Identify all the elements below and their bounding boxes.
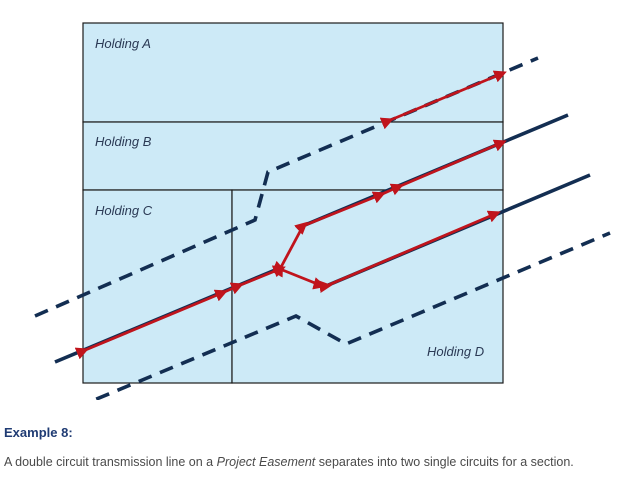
example-description: A double circuit transmission line on a …	[4, 454, 632, 471]
description-part-2: separates into two single circuits for a…	[315, 455, 574, 469]
example-title: Example 8:	[4, 425, 73, 440]
holding-b-parcel	[82, 121, 504, 191]
description-emphasis: Project Easement	[216, 455, 316, 469]
double-circuit-line	[74, 265, 286, 360]
single-circuit-lower-line	[271, 210, 501, 294]
holding-b-label: Holding B	[95, 134, 152, 149]
holding-d-label: Holding D	[427, 344, 484, 359]
transmission-circuits	[74, 70, 507, 360]
easement-diagram: Holding A Holding B Holding C Holding D	[34, 22, 611, 400]
description-part-1: A double circuit transmission line on a	[4, 455, 217, 469]
holding-a-label: Holding A	[95, 36, 151, 51]
holding-c-label: Holding C	[95, 203, 153, 218]
third-circuit-line	[379, 70, 507, 130]
